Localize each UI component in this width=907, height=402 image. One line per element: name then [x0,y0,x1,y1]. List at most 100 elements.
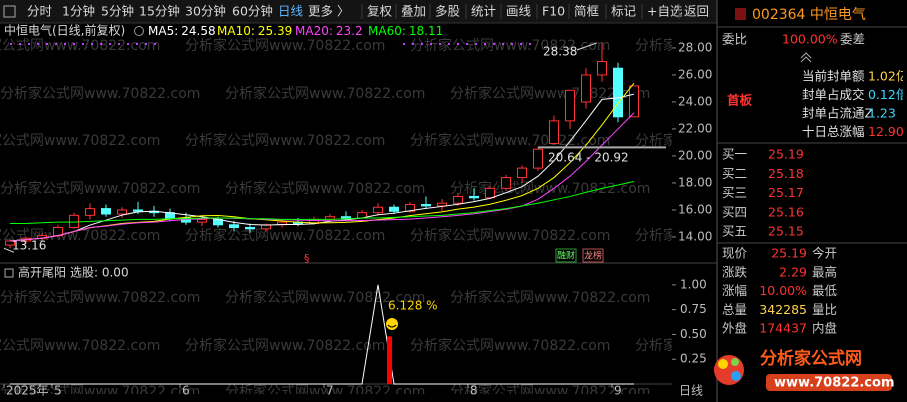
logo-icon [714,355,744,385]
signal-dot [421,43,423,45]
signal-dot [55,43,57,45]
period-tab[interactable]: 60分钟 [232,4,273,19]
signal-dot [37,43,39,45]
toolbar-icon [3,5,16,18]
period-tab[interactable]: 日线 [278,4,304,19]
watermark: 分析家公式网www.70822.com [410,227,610,244]
stat-label2: 今开 [812,246,837,261]
stat-label: 涨跌 [722,264,748,279]
seal-value: 0.12倍 [868,87,907,102]
candle-body [405,204,415,212]
signal-dot [430,43,432,45]
watermark: 分析家公式网www.70822.com [225,85,425,102]
period-tab[interactable]: 30分钟 [185,4,226,19]
signal-dot [91,43,93,45]
x-tick-label: 5 [54,384,62,398]
bid-label: 买一 [722,147,747,162]
x-period-label: 日线 [679,384,703,398]
tool-button[interactable]: 返回 [684,4,709,19]
signal-dot [493,43,495,45]
signal-dot [412,43,414,45]
stat-label: 总量 [722,302,747,317]
watermark: 分析家公式网www.70822.com [450,383,650,400]
high-arrow [576,42,598,51]
stat-value: 2.29 [779,264,807,279]
signal-dot [10,43,12,45]
period-tab[interactable]: 分时 [27,4,53,19]
logo-icon-dot [731,358,739,366]
tool-button[interactable]: 多股 [435,4,461,19]
seal-label: 十日总涨幅 [802,124,865,139]
legend-entry: MA20: 23.2 [295,24,363,38]
logo-icon-dot [731,371,741,381]
tool-button[interactable]: F10 [542,4,565,19]
watermark: 分析家公式网www.70822.com [225,383,425,400]
candle-body [517,167,527,179]
watermarks: 分析家公式网www.70822.com 分析家公式网www.70822.com 分析… [0,37,835,400]
main-chart: 中恒电气(日线,前复权) MA5: 24.58 MA10: 25.39 MA20: 23.2… [3,23,712,398]
stat-value: 174437 [759,321,807,336]
watermark: 分析家公式网www.70822.com [0,337,160,354]
bid-label: 买二 [722,166,747,181]
period-tab[interactable]: 更多 〉 [308,4,349,19]
candle-body [437,202,447,207]
seal-label: 封单占成交 [802,87,865,102]
candle-body [341,216,351,219]
panel-mask [903,66,907,142]
watermark: 分析家公式网www.70822.com [410,337,610,354]
board-label: 首板 [727,93,753,108]
signal-dot [46,43,48,45]
logo-name: 分析家公式网 [760,348,862,369]
candle-body [389,206,399,212]
watermark: 分析家公式网www.70822.com [185,337,385,354]
stat-label2: 量比 [812,302,837,317]
logo-url-bg [766,374,892,391]
candle-body [245,226,255,230]
candle-body [549,120,559,145]
period-tab[interactable]: 15分钟 [139,4,180,19]
signal-line [10,284,634,385]
signal-dot [484,43,486,45]
watermark: 分析家公式网www.70822.com [185,227,385,244]
candle-body [85,208,95,216]
legend-entry: MA60: 18.11 [368,24,443,38]
signal-dot [145,43,147,45]
legend-value: 18.11 [409,24,443,38]
candle-body [597,60,607,76]
stock-title: 002364 中恒电气 [752,7,866,23]
watermark: 分析家公式网www.70822.com [450,180,650,197]
signal-dot [109,43,111,45]
signal-dot [19,43,21,45]
tool-button[interactable]: 画线 [506,4,532,19]
signal-dot [529,43,531,45]
y-tick-label: 28.00 [678,40,712,54]
candle-body [197,218,207,223]
candle-body [101,208,111,215]
seal-value: 12.90% [868,124,907,139]
signal-dot [154,43,156,45]
tool-button[interactable]: 叠加 [401,4,426,19]
ma-line [10,180,635,224]
seal-value: 1.23 [868,106,896,121]
logo-url: www.70822.com [774,376,895,391]
watermark: 分析家公式网www.70822.com [0,227,160,244]
watermark: 分析家公式网www.70822.com [0,383,200,400]
tool-button[interactable]: +自选 [647,4,683,19]
period-tab[interactable]: 5分钟 [101,4,134,19]
tool-button[interactable]: 统计 [471,4,496,19]
stat-label2: 最高 [812,264,837,279]
signal-dot [403,43,405,45]
tool-button[interactable]: 标记 [611,4,637,19]
legend-name: MA5: [148,24,178,38]
smiley-mouth [387,324,397,328]
legend-value: 24.58 [181,24,215,38]
stat-label: 现价 [722,246,748,261]
watermark: 分析家公式网www.70822.com [635,132,835,149]
y-tick-label: 26.00 [678,67,712,81]
tool-button[interactable]: 复权 [367,4,393,19]
bid-price: 25.15 [768,224,804,239]
tool-button[interactable]: 简框 [574,4,600,19]
watermark: 分析家公式网www.70822.com [635,37,835,54]
period-tab[interactable]: 1分钟 [62,4,95,19]
